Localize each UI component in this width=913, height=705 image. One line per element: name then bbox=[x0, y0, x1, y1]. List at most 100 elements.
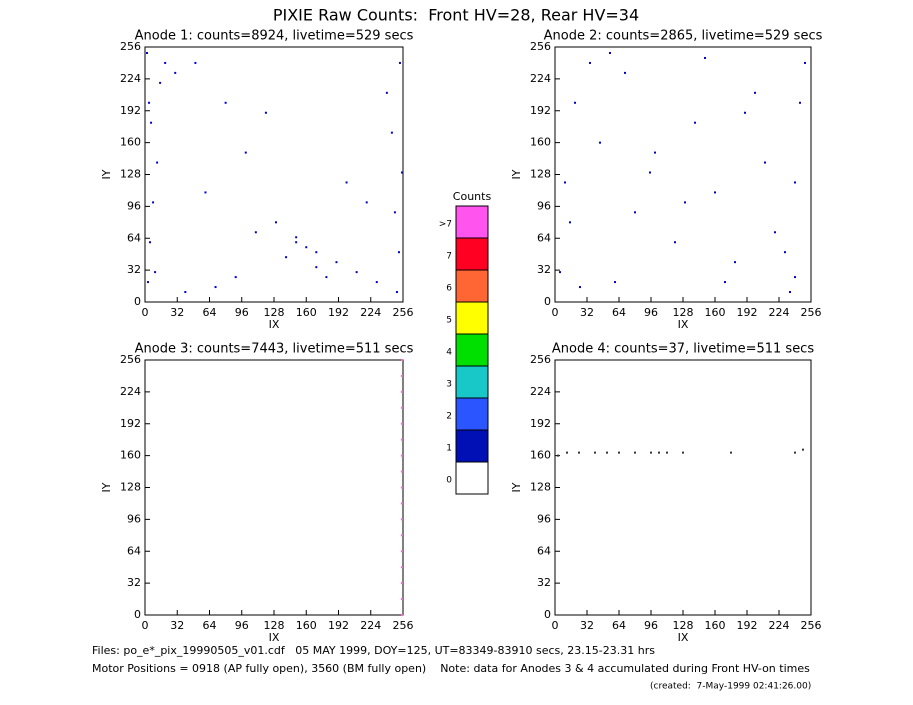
point bbox=[315, 251, 318, 254]
y-tick-label: 64 bbox=[537, 544, 551, 557]
x-tick-label: 224 bbox=[360, 619, 381, 632]
y-tick-label: 256 bbox=[530, 353, 551, 366]
plot-frame bbox=[144, 359, 404, 616]
point bbox=[390, 131, 393, 134]
point bbox=[649, 171, 651, 174]
colorbar-label: 2 bbox=[446, 412, 452, 422]
point bbox=[579, 286, 581, 289]
colorbar-swatch bbox=[455, 301, 489, 335]
point bbox=[204, 191, 207, 194]
colorbar-label: 1 bbox=[446, 444, 452, 454]
point bbox=[365, 201, 368, 204]
point bbox=[335, 261, 338, 264]
point bbox=[674, 241, 676, 244]
y-tick-label: 224 bbox=[530, 385, 551, 398]
point bbox=[400, 614, 403, 616]
point bbox=[397, 251, 400, 254]
x-tick-label: 128 bbox=[264, 619, 285, 632]
point bbox=[156, 161, 159, 164]
point bbox=[174, 71, 177, 74]
x-tick-label: 192 bbox=[328, 619, 349, 632]
x-tick-label: 0 bbox=[142, 619, 149, 632]
x-tick-label: 256 bbox=[393, 306, 414, 319]
point bbox=[149, 241, 152, 244]
plot-frame bbox=[144, 46, 404, 303]
point bbox=[148, 101, 151, 104]
point bbox=[734, 261, 736, 264]
point bbox=[654, 151, 656, 154]
point bbox=[730, 451, 732, 454]
y-tick-label: 224 bbox=[120, 385, 141, 398]
point bbox=[400, 171, 403, 174]
x-axis-label: IX bbox=[269, 318, 280, 331]
colorbar-label: >7 bbox=[439, 220, 452, 230]
y-tick-label: 128 bbox=[120, 481, 141, 494]
point bbox=[164, 61, 167, 64]
x-tick-label: 32 bbox=[580, 619, 594, 632]
y-tick-label: 96 bbox=[537, 512, 551, 525]
x-tick-label: 192 bbox=[737, 306, 758, 319]
point bbox=[789, 291, 791, 294]
colorbar-swatch bbox=[455, 429, 489, 463]
colorbar-title: Counts bbox=[453, 190, 492, 203]
panel-title: Anode 2: counts=2865, livetime=529 secs bbox=[544, 29, 823, 44]
panel-title: Anode 3: counts=7443, livetime=511 secs bbox=[135, 342, 414, 357]
point bbox=[150, 121, 153, 124]
y-tick-label: 32 bbox=[127, 576, 141, 589]
point bbox=[694, 121, 696, 124]
point bbox=[614, 281, 616, 284]
point bbox=[295, 236, 298, 239]
point bbox=[400, 422, 403, 425]
point bbox=[666, 451, 668, 454]
point bbox=[684, 201, 686, 204]
point bbox=[400, 486, 403, 489]
colorbar-label: 3 bbox=[446, 380, 452, 390]
x-tick-label: 256 bbox=[801, 619, 822, 632]
x-tick-label: 128 bbox=[673, 306, 694, 319]
point bbox=[634, 451, 636, 454]
point bbox=[744, 111, 746, 114]
x-tick-label: 96 bbox=[644, 306, 658, 319]
point bbox=[400, 454, 403, 457]
point bbox=[244, 151, 247, 154]
point bbox=[159, 81, 162, 84]
y-tick-label: 0 bbox=[544, 295, 551, 308]
colorbar-swatch bbox=[455, 205, 489, 239]
x-tick-label: 224 bbox=[360, 306, 381, 319]
point bbox=[325, 276, 328, 279]
point bbox=[400, 566, 403, 569]
x-tick-label: 256 bbox=[801, 306, 822, 319]
y-tick-label: 64 bbox=[127, 544, 141, 557]
x-tick-label: 64 bbox=[203, 619, 217, 632]
point bbox=[400, 518, 403, 521]
point bbox=[802, 448, 804, 451]
colorbar-label: 4 bbox=[446, 348, 452, 358]
x-axis-label: IX bbox=[269, 631, 280, 644]
point bbox=[400, 598, 403, 601]
point bbox=[305, 246, 308, 249]
y-tick-label: 64 bbox=[127, 231, 141, 244]
colorbar-label: 6 bbox=[446, 284, 452, 294]
colorbar-swatch bbox=[455, 365, 489, 399]
point bbox=[400, 582, 403, 585]
x-tick-label: 192 bbox=[737, 619, 758, 632]
point bbox=[400, 502, 403, 505]
point bbox=[398, 61, 401, 64]
point bbox=[385, 91, 388, 94]
point bbox=[345, 181, 348, 184]
y-tick-label: 128 bbox=[120, 168, 141, 181]
y-tick-label: 192 bbox=[120, 417, 141, 430]
point bbox=[275, 221, 278, 224]
y-tick-label: 64 bbox=[537, 231, 551, 244]
y-axis-label: IY bbox=[100, 482, 113, 492]
point bbox=[799, 101, 801, 104]
created-note: (created: 7-May-1999 02:41:26.00) bbox=[650, 682, 811, 692]
x-tick-label: 64 bbox=[203, 306, 217, 319]
point bbox=[658, 451, 660, 454]
point bbox=[794, 451, 796, 454]
point bbox=[146, 51, 149, 54]
y-tick-label: 32 bbox=[537, 263, 551, 276]
y-tick-label: 256 bbox=[530, 40, 551, 53]
point bbox=[682, 451, 684, 454]
x-tick-label: 64 bbox=[612, 306, 626, 319]
